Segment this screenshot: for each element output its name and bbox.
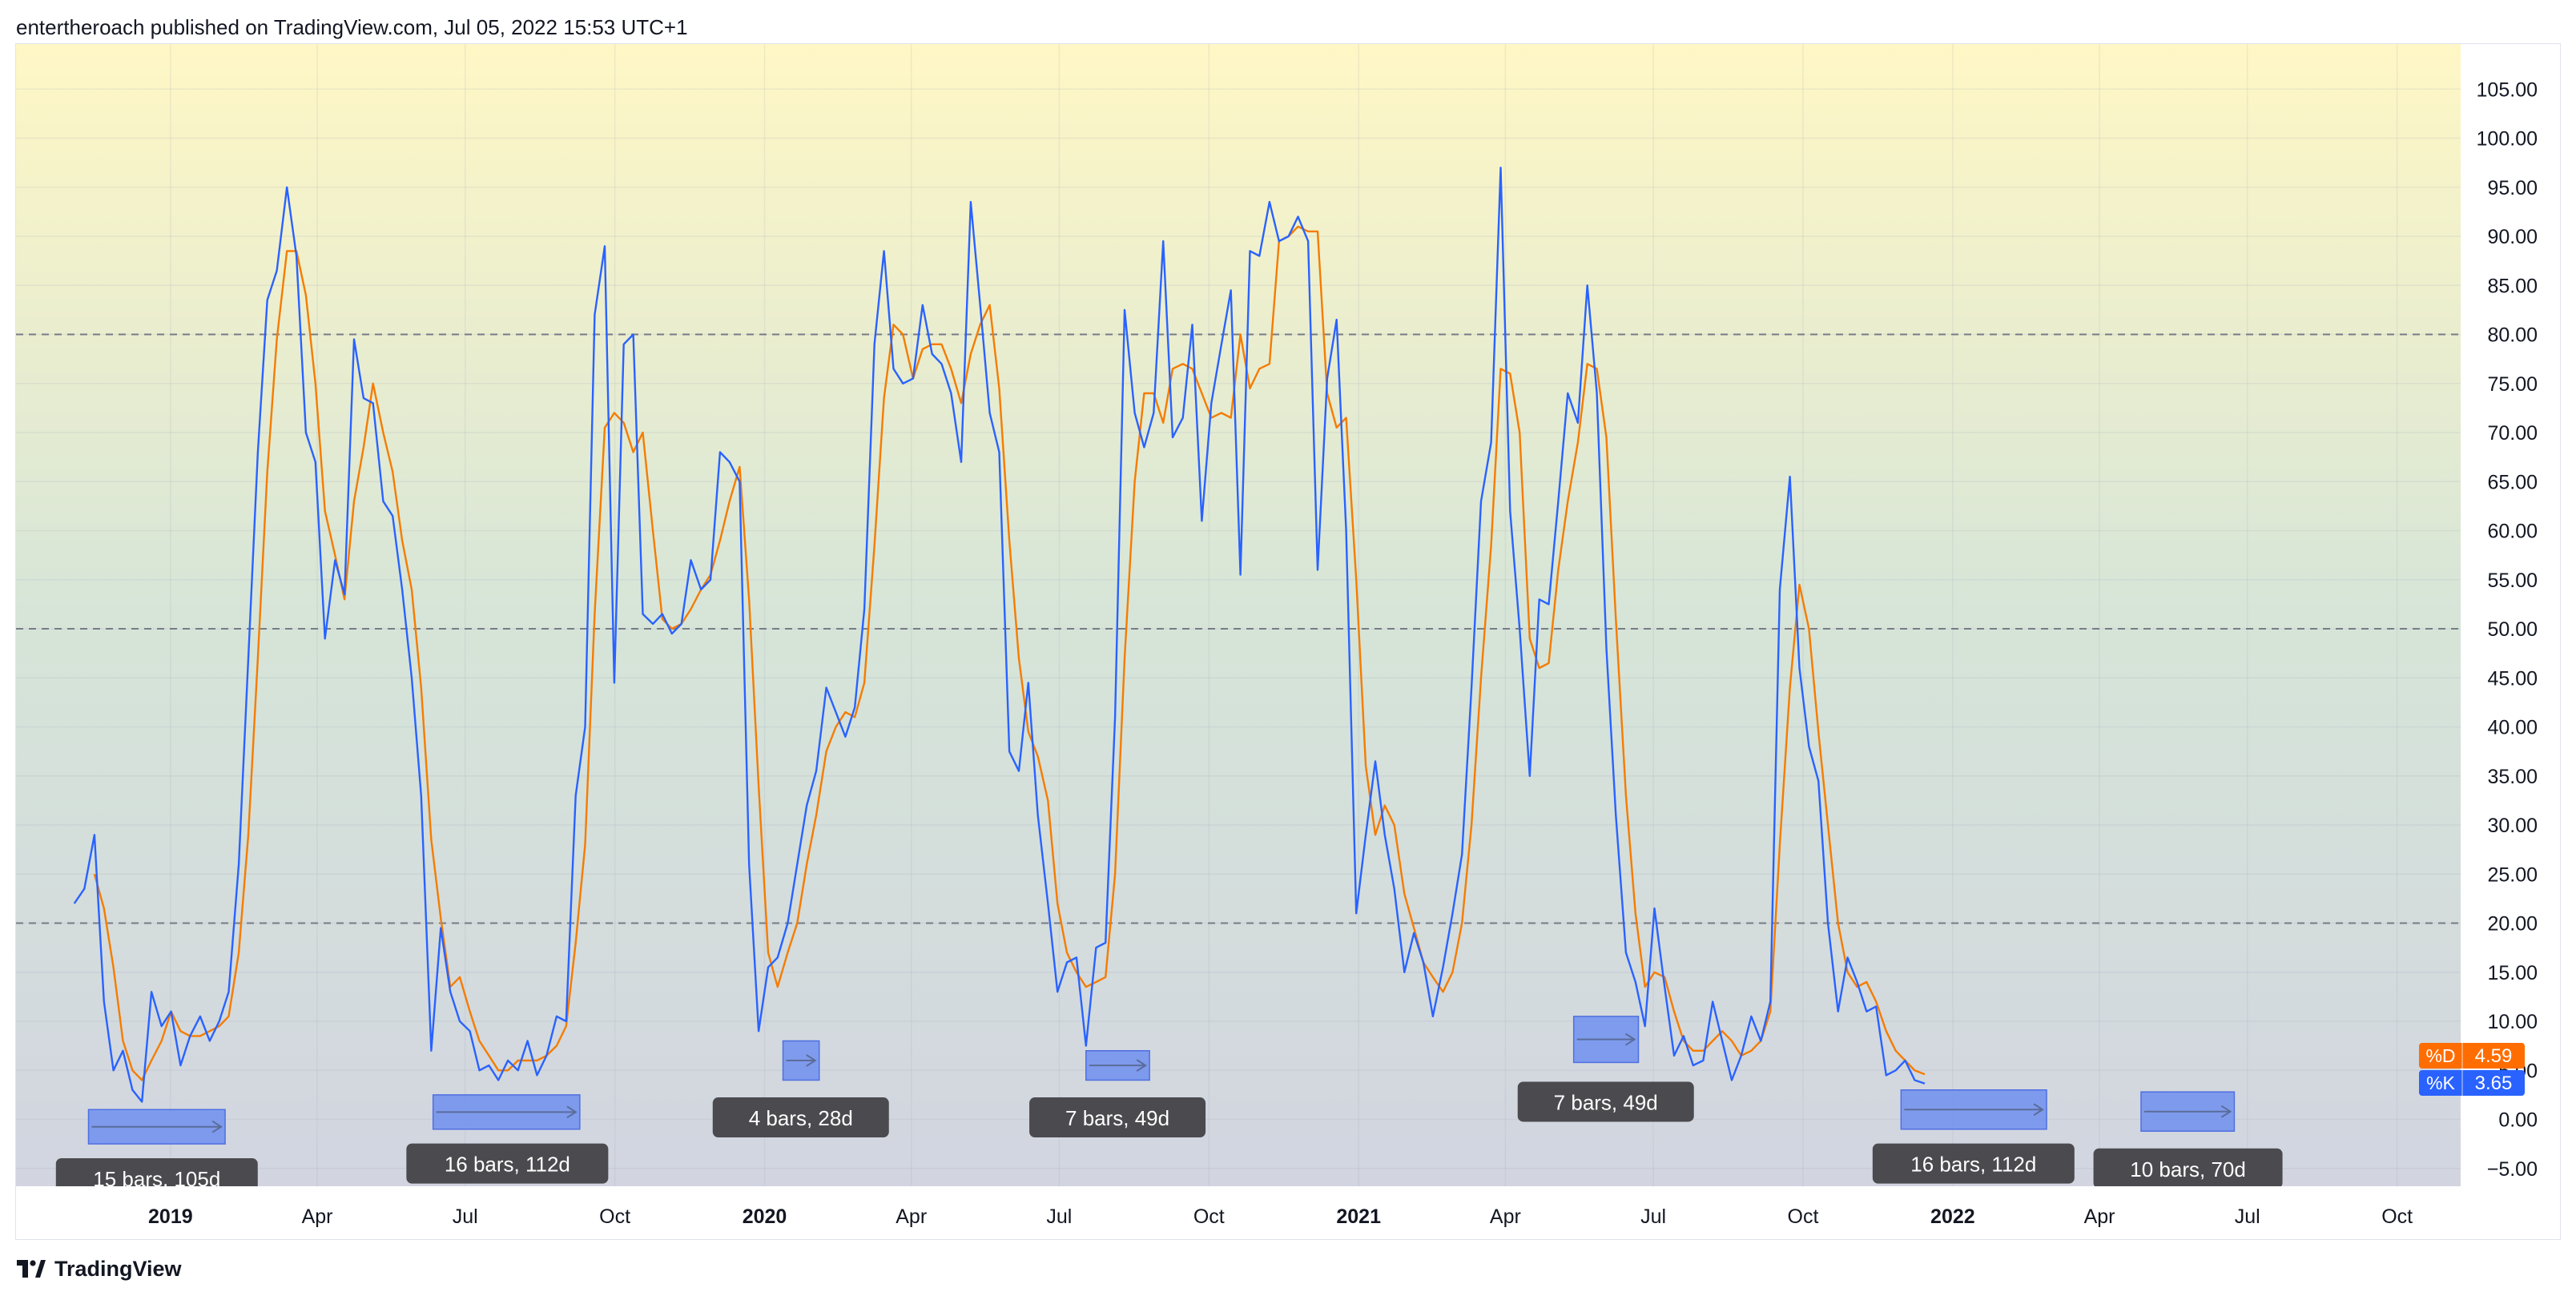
date-range-4: 7 bars, 49d bbox=[1029, 1050, 1206, 1138]
y-tick-label: 80.00 bbox=[2487, 324, 2538, 347]
series-line-k bbox=[73, 167, 1926, 1103]
y-tick-label: 90.00 bbox=[2487, 226, 2538, 248]
x-tick-label: Oct bbox=[1788, 1205, 1819, 1228]
date-range-label: 16 bars, 112d bbox=[1910, 1153, 2036, 1177]
date-range-label: 16 bars, 112d bbox=[445, 1153, 570, 1177]
x-tick-label: Oct bbox=[2381, 1205, 2413, 1228]
y-tick-label: 105.00 bbox=[2477, 78, 2538, 101]
y-tick-label: 35.00 bbox=[2487, 766, 2538, 788]
x-tick-label: Jul bbox=[1046, 1205, 1072, 1228]
y-tick-label: 100.00 bbox=[2477, 128, 2538, 151]
y-tick-label: 75.00 bbox=[2487, 373, 2538, 396]
date-range-label: 10 bars, 70d bbox=[2130, 1157, 2246, 1181]
arrow-right-icon bbox=[2220, 1105, 2232, 1118]
y-tick-label: 50.00 bbox=[2487, 618, 2538, 641]
plot-area: 15 bars, 105d 16 bars, 112d 4 bars, 28d 7 b… bbox=[55, 167, 2283, 1191]
date-range-label-bg bbox=[2093, 1148, 2283, 1186]
badge-name: %D bbox=[2425, 1045, 2455, 1066]
plot-background bbox=[16, 44, 2461, 1186]
y-tick-label: 85.00 bbox=[2487, 275, 2538, 297]
x-tick-label: Apr bbox=[1490, 1205, 1521, 1228]
y-tick-label: 30.00 bbox=[2487, 815, 2538, 837]
publish-info: entertheroach published on TradingView.c… bbox=[16, 15, 688, 39]
y-tick-label: 40.00 bbox=[2487, 717, 2538, 739]
date-range-label: 7 bars, 49d bbox=[1065, 1106, 1169, 1130]
stochastic-chart[interactable]: 15 bars, 105d 16 bars, 112d 4 bars, 28d 7 b… bbox=[16, 44, 2560, 1239]
badge-d bbox=[2419, 1043, 2525, 1069]
date-range-label-bg bbox=[1872, 1143, 2075, 1184]
arrow-right-icon bbox=[806, 1054, 817, 1067]
y-tick-label: 60.00 bbox=[2487, 521, 2538, 543]
date-range-7: 10 bars, 70d bbox=[2093, 1091, 2283, 1186]
date-range-label-bg bbox=[712, 1097, 889, 1138]
x-tick-label: Jul bbox=[2235, 1205, 2260, 1228]
y-tick-label: 20.00 bbox=[2487, 913, 2538, 936]
date-range-label: 15 bars, 105d bbox=[93, 1167, 220, 1191]
x-tick-label: Jul bbox=[1640, 1205, 1666, 1228]
footer: TradingView bbox=[16, 1253, 182, 1285]
arrow-right-icon bbox=[1136, 1059, 1147, 1072]
y-tick-label: 70.00 bbox=[2487, 422, 2538, 445]
date-range-label-bg bbox=[1517, 1081, 1694, 1122]
arrow-right-icon bbox=[566, 1105, 578, 1119]
badge-name: %K bbox=[2426, 1073, 2455, 1093]
x-tick-label: Jul bbox=[453, 1205, 478, 1228]
y-axis: 105.00 100.00 95.00 90.00 85.00 80.00 75.00 70.… bbox=[2477, 78, 2538, 1181]
y-tick-label: 45.00 bbox=[2487, 667, 2538, 690]
date-range-5: 7 bars, 49d bbox=[1517, 1016, 1694, 1122]
y-tick-label: 15.00 bbox=[2487, 962, 2538, 984]
badge-value: 3.65 bbox=[2475, 1073, 2513, 1094]
date-range-1: 15 bars, 105d bbox=[55, 1109, 258, 1191]
date-range-6: 16 bars, 112d bbox=[1872, 1089, 2075, 1184]
x-tick-label: 2019 bbox=[148, 1205, 193, 1228]
y-tick-label: 0.00 bbox=[2498, 1109, 2538, 1132]
badge-k bbox=[2419, 1070, 2525, 1096]
x-tick-label: Oct bbox=[1193, 1205, 1225, 1228]
x-tick-label: Apr bbox=[2084, 1205, 2115, 1228]
x-tick-label: Apr bbox=[896, 1205, 927, 1228]
y-tick-label: 95.00 bbox=[2487, 177, 2538, 199]
date-range-2: 16 bars, 112d bbox=[406, 1094, 609, 1184]
y-tick-label: 10.00 bbox=[2487, 1011, 2538, 1033]
date-range-label-bg bbox=[55, 1158, 258, 1186]
tradingview-logo-icon bbox=[17, 1260, 46, 1278]
x-tick-label: 2020 bbox=[743, 1205, 787, 1228]
badge-value: 4.59 bbox=[2475, 1045, 2513, 1067]
arrow-right-icon bbox=[1624, 1032, 1636, 1046]
x-tick-label: 2021 bbox=[1336, 1205, 1381, 1228]
y-tick-label: −5.00 bbox=[2487, 1158, 2538, 1181]
x-tick-label: Apr bbox=[302, 1205, 333, 1228]
y-tick-label: 65.00 bbox=[2487, 471, 2538, 493]
y-tick-label: 25.00 bbox=[2487, 863, 2538, 886]
arrow-right-icon bbox=[2033, 1103, 2044, 1117]
y-tick-label: 55.00 bbox=[2487, 570, 2538, 592]
series-line-d bbox=[93, 225, 1926, 1081]
x-tick-label: 2022 bbox=[1930, 1205, 1975, 1228]
chart-pane[interactable]: 15 bars, 105d 16 bars, 112d 4 bars, 28d 7 b… bbox=[15, 43, 2561, 1240]
date-range-label-bg bbox=[1029, 1097, 1206, 1138]
x-tick-label: Oct bbox=[599, 1205, 630, 1228]
price-scale-badges: %D 4.59 %K 3.65 bbox=[2419, 1043, 2525, 1096]
date-range-label-bg bbox=[406, 1143, 609, 1184]
date-range-3: 4 bars, 28d bbox=[712, 1040, 889, 1138]
date-range-label: 4 bars, 28d bbox=[749, 1106, 853, 1130]
x-axis: 2019 Apr Jul Oct 2020 Apr Jul Oct 2021 Apr Jul Oct 2… bbox=[148, 1205, 2413, 1228]
date-range-label: 7 bars, 49d bbox=[1554, 1090, 1658, 1114]
tradingview-brand[interactable]: TradingView bbox=[54, 1256, 182, 1281]
arrow-right-icon bbox=[211, 1120, 223, 1133]
